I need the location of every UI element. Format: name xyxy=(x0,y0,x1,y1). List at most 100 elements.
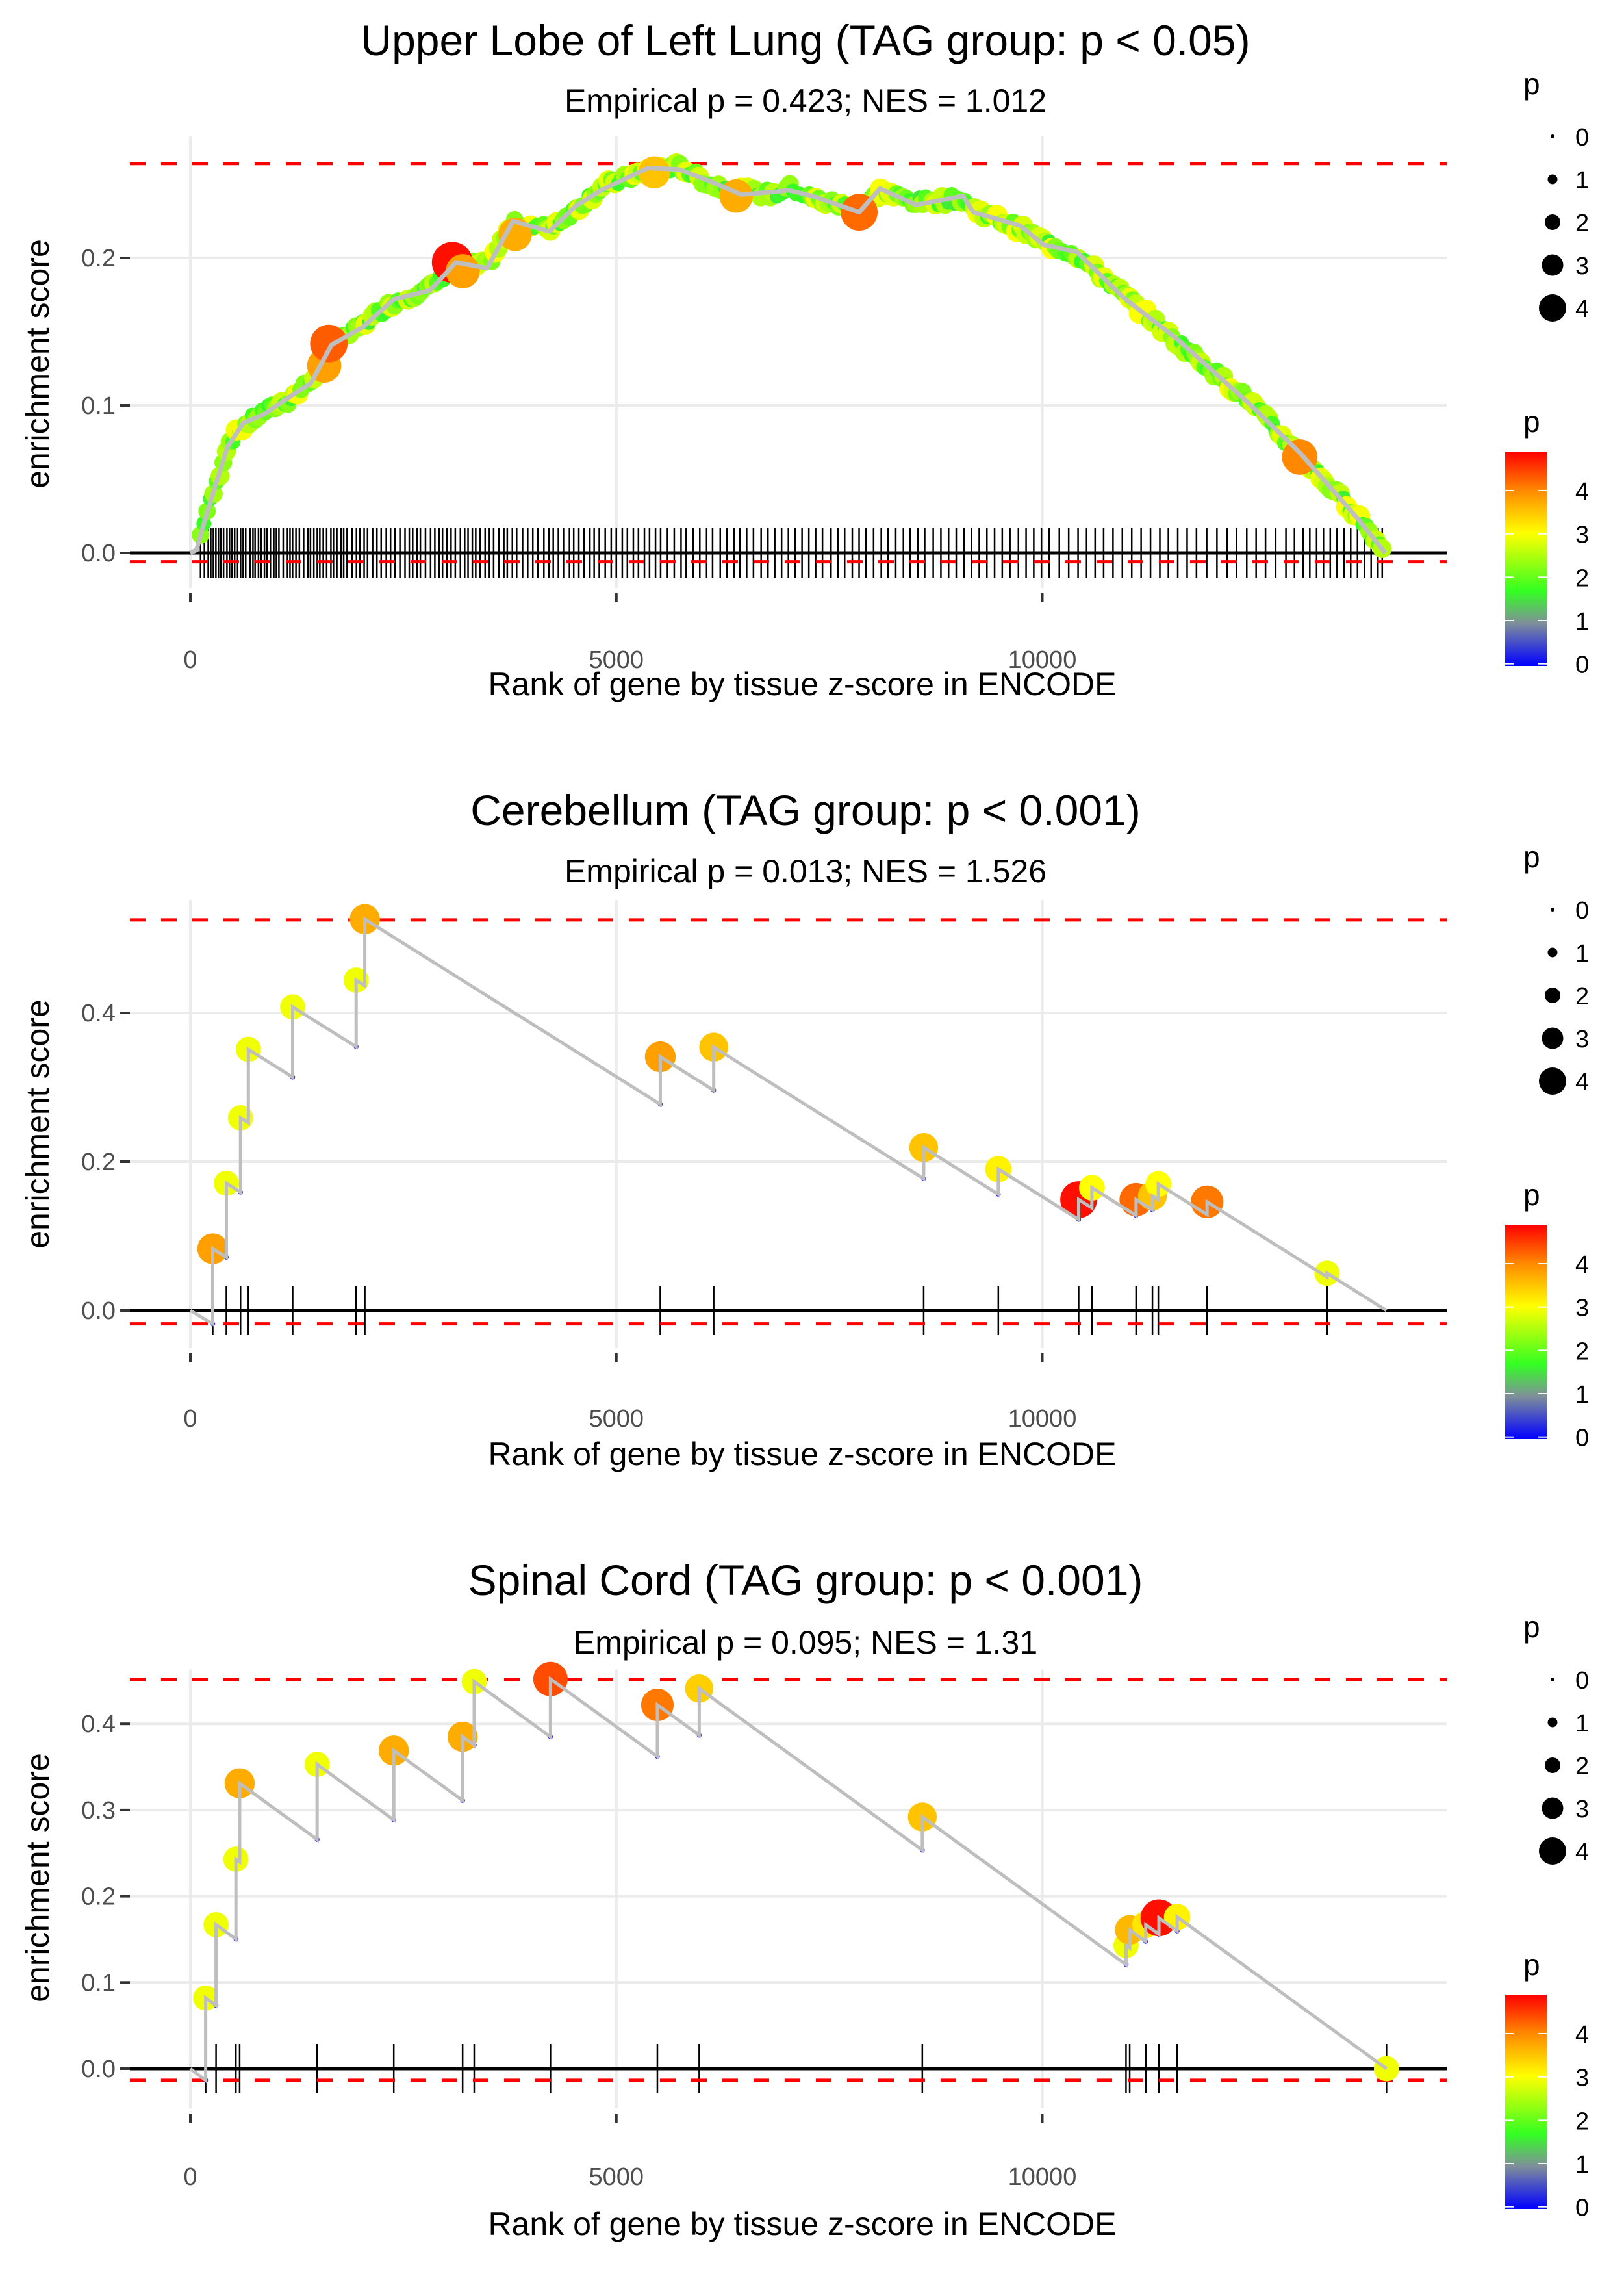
y-tick-label: 0.0 xyxy=(81,2056,116,2083)
color-legend-title: p xyxy=(1523,1948,1540,1982)
size-legend-label: 0 xyxy=(1575,897,1589,925)
colorbar-label: 1 xyxy=(1575,1381,1589,1409)
y-tick-label: 0.2 xyxy=(81,245,116,272)
color-legend-title: p xyxy=(1523,1178,1540,1212)
size-legend-key xyxy=(1551,1678,1554,1681)
size-legend-label: 4 xyxy=(1575,1069,1589,1096)
colorbar-label: 3 xyxy=(1575,1295,1589,1322)
plot-area: 0 5000 10000 0.0 0.2 0.4 xyxy=(81,900,1447,1433)
legend-panel-2: p 0 1 2 3 4 p 4 3 2 1 0 xyxy=(1505,840,1589,1452)
size-legend-label: 4 xyxy=(1575,296,1589,323)
colorbar-label: 0 xyxy=(1575,2195,1589,2222)
x-tick-label: 0 xyxy=(183,1405,197,1433)
x-tick-label: 0 xyxy=(183,646,197,674)
size-legend-label: 3 xyxy=(1575,1026,1589,1053)
x-tick-label: 5000 xyxy=(589,646,644,674)
size-legend-key xyxy=(1539,1067,1566,1095)
size-legend-key xyxy=(1539,294,1566,322)
size-legend-key xyxy=(1547,1717,1558,1728)
legend-panel-3: p 0 1 2 3 4 p 4 3 2 1 0 xyxy=(1505,1610,1589,2222)
size-legend-key xyxy=(1547,174,1558,185)
size-legend-title: p xyxy=(1523,840,1540,874)
colorbar xyxy=(1505,1225,1547,1439)
colorbar-label: 0 xyxy=(1575,652,1589,679)
x-tick-label: 10000 xyxy=(1008,1405,1077,1433)
x-tick-label: 10000 xyxy=(1008,646,1077,674)
y-tick-label: 0.4 xyxy=(81,1711,116,1738)
size-legend-label: 1 xyxy=(1575,940,1589,967)
size-legend-title: p xyxy=(1523,67,1540,101)
size-legend-title: p xyxy=(1523,1610,1540,1644)
size-legend-key xyxy=(1539,1837,1566,1865)
y-tick-label: 0.1 xyxy=(81,1969,116,1997)
y-tick-label: 0.1 xyxy=(81,392,116,420)
panel-cerebellum: Cerebellum (TAG group: p < 0.001) Empiri… xyxy=(19,786,1447,1472)
size-legend-key xyxy=(1545,214,1560,230)
colorbar-label: 3 xyxy=(1575,522,1589,549)
colorbar xyxy=(1505,1995,1547,2209)
chart-title: Spinal Cord (TAG group: p < 0.001) xyxy=(468,1556,1143,1604)
size-legend-key xyxy=(1545,1757,1560,1773)
highlight-point xyxy=(310,324,348,363)
legend-panel-1: p 0 1 2 3 4 p 4 3 2 1 0 xyxy=(1505,67,1589,679)
size-legend-label: 3 xyxy=(1575,1796,1589,1823)
size-legend-key xyxy=(1551,134,1554,138)
size-legend-key xyxy=(1542,1027,1564,1049)
colorbar-label: 4 xyxy=(1575,478,1589,505)
panel-spinal-cord: Spinal Cord (TAG group: p < 0.001) Empir… xyxy=(19,1556,1447,2242)
y-tick-label: 0.2 xyxy=(81,1884,116,1911)
size-legend-label: 2 xyxy=(1575,983,1589,1010)
x-axis-label: Rank of gene by tissue z-score in ENCODE xyxy=(488,1436,1116,1472)
size-legend-key xyxy=(1551,908,1554,912)
x-tick-label: 5000 xyxy=(589,2164,644,2191)
size-legend-label: 3 xyxy=(1575,253,1589,280)
y-axis-label: enrichment score xyxy=(19,1753,56,2002)
chart-subtitle: Empirical p = 0.013; NES = 1.526 xyxy=(565,853,1047,889)
y-axis-label: enrichment score xyxy=(19,999,56,1249)
chart-title: Cerebellum (TAG group: p < 0.001) xyxy=(470,786,1140,834)
gene-points xyxy=(192,153,1392,558)
size-legend-label: 0 xyxy=(1575,124,1589,151)
x-axis-label: Rank of gene by tissue z-score in ENCODE xyxy=(488,666,1116,702)
x-tick-label: 5000 xyxy=(589,1405,644,1433)
color-legend-title: p xyxy=(1523,405,1540,439)
colorbar-label: 4 xyxy=(1575,1251,1589,1279)
colorbar-label: 1 xyxy=(1575,608,1589,635)
chart-subtitle: Empirical p = 0.423; NES = 1.012 xyxy=(565,83,1047,119)
colorbar-label: 2 xyxy=(1575,2108,1589,2135)
size-legend-label: 1 xyxy=(1575,167,1589,194)
chart-title: Upper Lobe of Left Lung (TAG group: p < … xyxy=(361,16,1250,64)
y-tick-label: 0.3 xyxy=(81,1797,116,1824)
y-tick-label: 0.2 xyxy=(81,1149,116,1176)
x-axis-label: Rank of gene by tissue z-score in ENCODE xyxy=(488,2206,1116,2242)
size-legend-key xyxy=(1542,1797,1564,1819)
size-legend-key xyxy=(1542,254,1564,276)
colorbar xyxy=(1505,452,1547,666)
size-legend-label: 4 xyxy=(1575,1839,1589,1866)
size-legend-key xyxy=(1547,947,1558,958)
panel-upper-lobe-left-lung: Upper Lobe of Left Lung (TAG group: p < … xyxy=(19,16,1447,702)
plot-area: 0 5000 10000 0.0 0.1 0.2 xyxy=(81,136,1447,674)
running-es-line xyxy=(189,166,1388,556)
colorbar-label: 2 xyxy=(1575,1338,1589,1365)
chart-subtitle: Empirical p = 0.095; NES = 1.31 xyxy=(574,1624,1037,1661)
y-tick-label: 0.4 xyxy=(81,1000,116,1027)
colorbar-label: 3 xyxy=(1575,2065,1589,2092)
x-tick-label: 10000 xyxy=(1008,2164,1077,2191)
x-tick-label: 0 xyxy=(183,2164,197,2191)
size-legend-label: 0 xyxy=(1575,1667,1589,1694)
y-tick-label: 0.0 xyxy=(81,540,116,567)
size-legend-label: 2 xyxy=(1575,210,1589,237)
y-axis-label: enrichment score xyxy=(19,239,56,489)
highlight-point xyxy=(638,156,670,189)
running-es-line xyxy=(189,916,1388,1327)
colorbar-label: 4 xyxy=(1575,2021,1589,2049)
size-legend-label: 1 xyxy=(1575,1710,1589,1737)
running-es-line xyxy=(189,1676,1388,2084)
colorbar-label: 1 xyxy=(1575,2151,1589,2178)
size-legend-key xyxy=(1545,988,1560,1003)
colorbar-label: 2 xyxy=(1575,565,1589,592)
y-tick-label: 0.0 xyxy=(81,1297,116,1325)
size-legend-label: 2 xyxy=(1575,1753,1589,1780)
